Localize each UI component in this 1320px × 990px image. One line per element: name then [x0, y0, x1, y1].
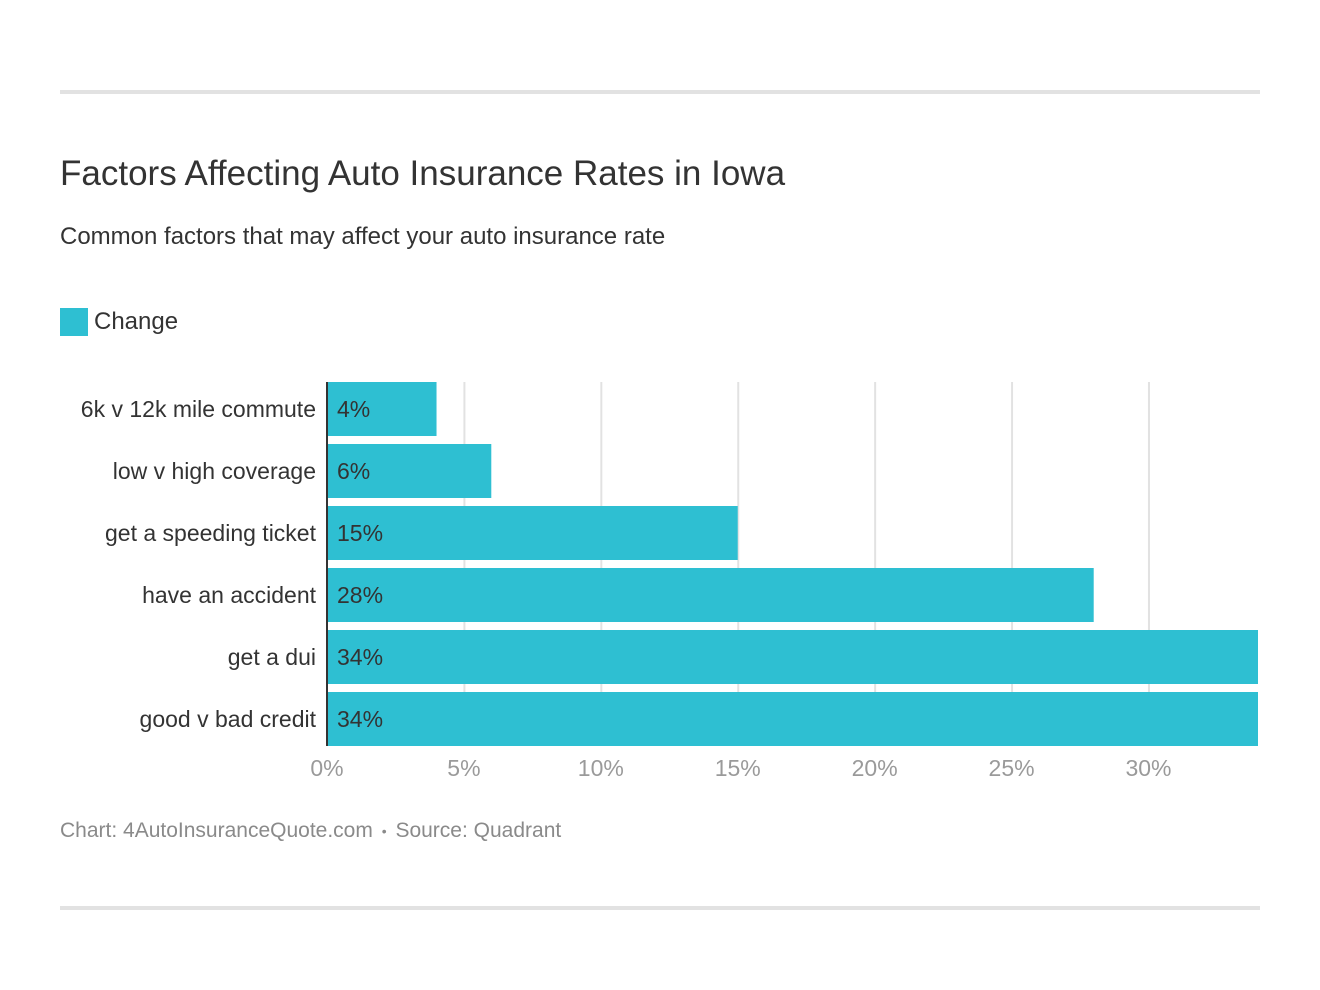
bar-4	[327, 630, 1258, 684]
legend-label: Change	[94, 308, 179, 335]
bar-1	[327, 444, 492, 498]
data-label-2: 15%	[337, 520, 383, 546]
top-divider	[60, 90, 1260, 94]
chart-source: Source: Quadrant	[395, 819, 562, 842]
bar-2	[327, 506, 738, 560]
data-label-1: 6%	[337, 458, 370, 484]
category-label-2: get a speeding ticket	[105, 520, 317, 546]
category-label-5: good v bad credit	[140, 706, 317, 732]
x-tick-label-3: 15%	[715, 755, 761, 781]
category-label-0: 6k v 12k mile commute	[81, 396, 316, 422]
data-label-4: 34%	[337, 644, 383, 670]
x-tick-label-5: 25%	[989, 755, 1035, 781]
category-label-3: have an accident	[142, 582, 317, 608]
x-tick-label-2: 10%	[578, 755, 624, 781]
chart-footer: Chart: 4AutoInsuranceQuote.com • Source:…	[60, 819, 561, 843]
footer-separator: •	[381, 823, 387, 840]
data-label-3: 28%	[337, 582, 383, 608]
legend: Change	[60, 308, 178, 336]
chart-subtitle: Common factors that may affect your auto…	[60, 223, 666, 250]
x-tick-label-4: 20%	[852, 755, 898, 781]
data-label-0: 4%	[337, 396, 370, 422]
bar-5	[327, 692, 1258, 746]
x-tick-label-0: 0%	[310, 755, 343, 781]
data-label-5: 34%	[337, 706, 383, 732]
chart-title: Factors Affecting Auto Insurance Rates i…	[60, 154, 786, 193]
x-tick-label-6: 30%	[1125, 755, 1171, 781]
bar-3	[327, 568, 1094, 622]
chart-credit: Chart: 4AutoInsuranceQuote.com	[60, 819, 373, 842]
bottom-divider	[60, 906, 1260, 910]
legend-swatch	[60, 308, 88, 336]
category-label-1: low v high coverage	[113, 458, 316, 484]
bar-0	[327, 382, 437, 436]
category-label-4: get a dui	[228, 644, 316, 670]
x-tick-label-1: 5%	[447, 755, 480, 781]
